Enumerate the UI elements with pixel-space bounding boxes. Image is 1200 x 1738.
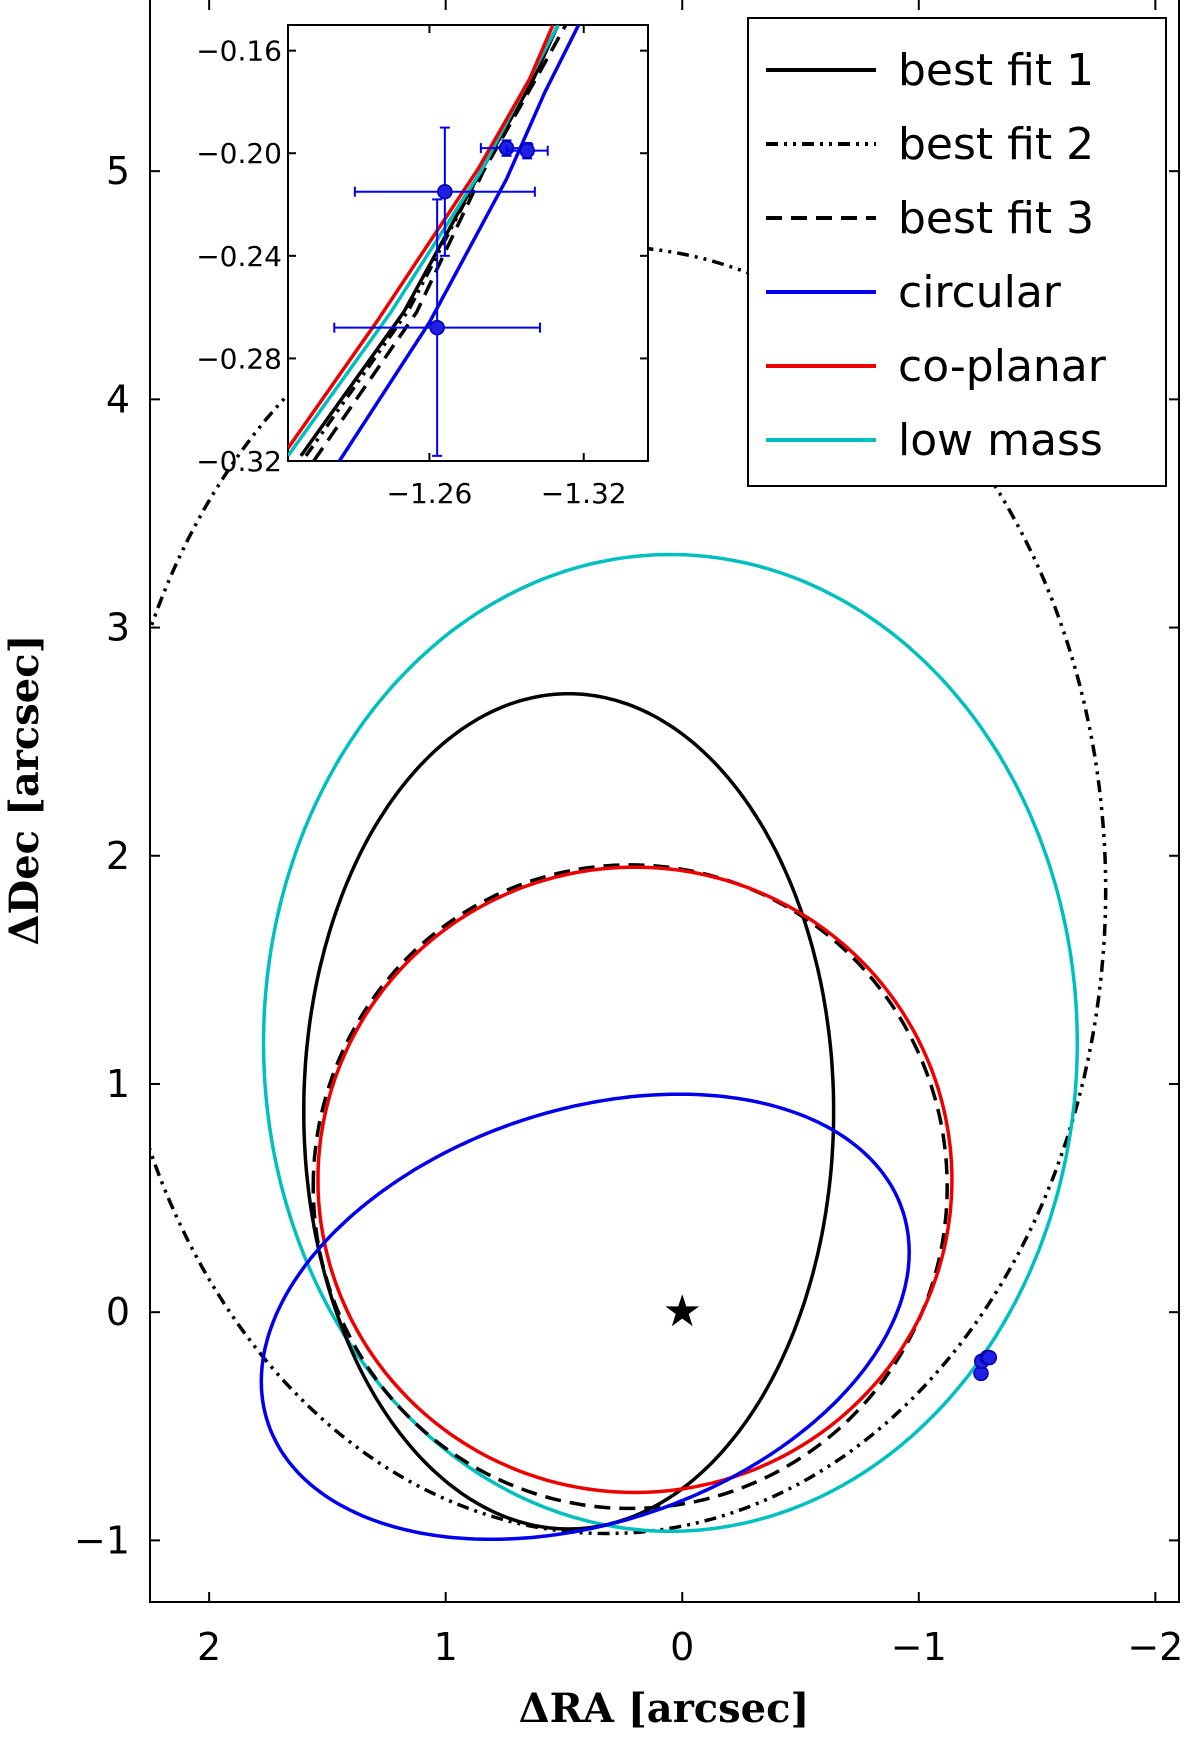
inset-y-tick-label: −0.28 (196, 342, 282, 375)
inset-y-tick-label: −0.24 (196, 240, 282, 273)
orbit-co-planar (316, 865, 954, 1495)
x-axis-label: ΔRA [arcsec] (519, 1685, 810, 1732)
inset-observation-point (519, 142, 535, 159)
x-tick-label: −2 (1127, 1625, 1183, 1669)
inset-observation-point (429, 319, 445, 336)
inset-x-tick-label: −1.32 (541, 477, 627, 510)
legend-label-circular: circular (898, 267, 1062, 318)
inset-orbit-low-mass (288, 25, 560, 457)
legend-box (747, 17, 1167, 487)
inset-x-tick-label: −1.26 (387, 477, 473, 510)
main-plot-frame (149, 0, 1180, 1603)
orbit-best-fit-1 (302, 691, 836, 1531)
main-axis-ticks: 2 1 0 −1 −2 −1 0 1 2 3 4 5 (74, 0, 1183, 1669)
inset-series (288, 25, 581, 461)
legend-label-best-fit-3: best fit 3 (898, 193, 1094, 244)
x-tick-label: 1 (434, 1625, 458, 1669)
y-tick-label: −1 (74, 1518, 130, 1562)
inset-axis-ticks: −1.26 −1.32 −0.16 −0.20 −0.24 −0.28 −0.32 (196, 25, 648, 510)
y-tick-label: 2 (106, 834, 130, 878)
y-tick-label: 3 (106, 606, 130, 650)
x-tick-label: 0 (670, 1625, 694, 1669)
x-tick-label: −1 (891, 1625, 947, 1669)
inset-y-tick-label: −0.16 (196, 35, 282, 68)
inset-markers (333, 126, 549, 457)
y-tick-label: 5 (106, 149, 130, 193)
inset-y-tick-label: −0.20 (196, 137, 282, 170)
legend-label-best-fit-2: best fit 2 (898, 119, 1094, 170)
legend-label-best-fit-1: best fit 1 (898, 45, 1094, 96)
y-tick-label: 1 (106, 1062, 130, 1106)
y-tick-label: 4 (106, 377, 130, 421)
orbit-best-fit-3 (311, 863, 949, 1511)
y-axis-label: ΔDec [arcsec] (1, 635, 48, 946)
observation-point (981, 1349, 998, 1366)
orbit-low-mass (261, 552, 1080, 1534)
legend-label-co-planar: co-planar (898, 341, 1107, 392)
inset-orbit-circular (337, 25, 581, 461)
inset-orbit-best-fit-3 (312, 25, 568, 461)
host-star-marker: ★ (663, 1286, 702, 1337)
legend: best fit 1 best fit 2 best fit 3 circular co… (747, 17, 1167, 487)
inset-orbit-co-planar (288, 25, 555, 450)
inset-y-tick-label: −0.32 (196, 445, 282, 478)
inset-observation-point (437, 183, 453, 200)
orbit-circular (259, 1092, 911, 1542)
y-tick-label: 0 (106, 1290, 130, 1334)
main-markers: ★ (663, 1286, 998, 1382)
x-tick-label: 2 (197, 1625, 221, 1669)
legend-label-low-mass: low mass (898, 415, 1103, 466)
